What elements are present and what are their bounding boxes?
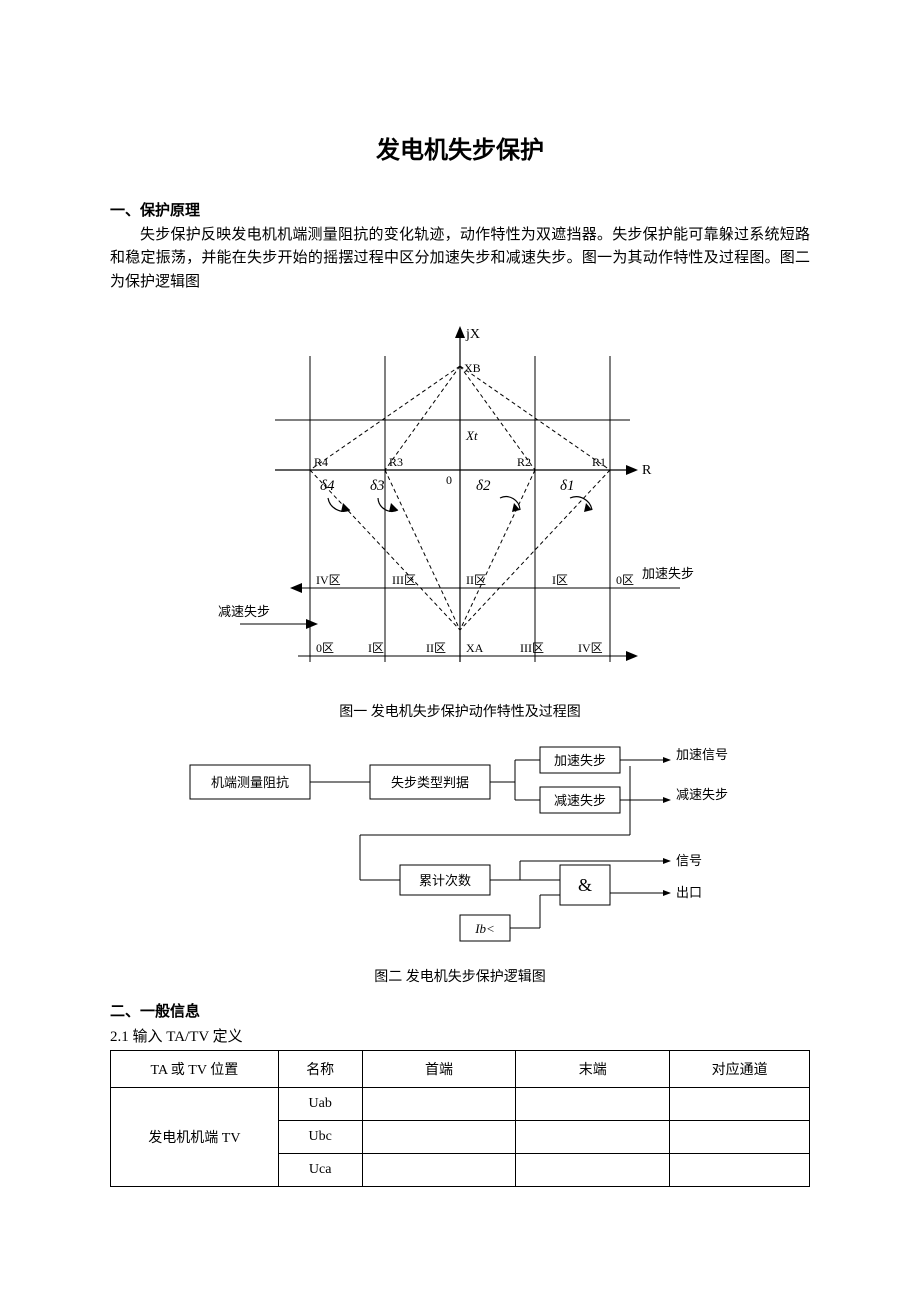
figure-2-wrap: 机端测量阻抗 失步类型判据 加速失步 减速失步 累计次数 & Ib< [110, 735, 810, 986]
figure-2-caption: 图二 发电机失步保护逻辑图 [110, 966, 810, 986]
decel-loss-label: 减速失步 [218, 604, 270, 619]
axis-x-label: R [642, 463, 652, 478]
block-ib: Ib< [474, 921, 495, 936]
block-decel: 减速失步 [554, 793, 606, 808]
zone-top-3: I区 [552, 573, 568, 587]
cell-name-uca: Uca [278, 1153, 362, 1186]
cell-empty [670, 1087, 810, 1120]
figure-2-svg: 机端测量阻抗 失步类型判据 加速失步 减速失步 累计次数 & Ib< [160, 735, 760, 955]
figure-1-wrap: jX R XB Xt 0 R4 R3 R2 R1 [110, 320, 810, 721]
origin-label: 0 [446, 473, 452, 487]
th-tail: 末端 [516, 1050, 670, 1087]
figure-1-caption: 图一 发电机失步保护动作特性及过程图 [110, 701, 810, 721]
cell-empty [362, 1153, 516, 1186]
delta2: δ2 [476, 478, 491, 494]
axis-y-label: jX [465, 327, 480, 342]
block-accel: 加速失步 [554, 753, 606, 768]
th-position: TA 或 TV 位置 [111, 1050, 279, 1087]
document-page: 发电机失步保护 一、保护原理 失步保护反映发电机机端测量阻抗的变化轨迹，动作特性… [0, 0, 920, 1302]
doc-title: 发电机失步保护 [110, 130, 810, 165]
zone-top-0: IV区 [316, 573, 341, 587]
zone-bot-3: III区 [520, 641, 544, 655]
section-1-paragraph: 失步保护反映发电机机端测量阻抗的变化轨迹，动作特性为双遮挡器。失步保护能可靠躲过… [110, 224, 810, 294]
cell-empty [362, 1087, 516, 1120]
block-meas: 机端测量阻抗 [211, 775, 289, 790]
cell-name-ubc: Ubc [278, 1120, 362, 1153]
r3-label: R3 [389, 455, 403, 469]
out-signal: 信号 [676, 853, 702, 868]
cell-empty [670, 1153, 810, 1186]
zone-top-4: 0区 [616, 573, 634, 587]
th-head: 首端 [362, 1050, 516, 1087]
xb-label: XB [464, 361, 481, 375]
zone-bot-4: IV区 [578, 641, 603, 655]
cell-empty [670, 1120, 810, 1153]
section-1-heading: 一、保护原理 [110, 199, 810, 220]
delta4: δ4 [320, 478, 335, 494]
table-header-row: TA 或 TV 位置 名称 首端 末端 对应通道 [111, 1050, 810, 1087]
zone-bot-2: II区 [426, 641, 446, 655]
xt-label: Xt [465, 428, 478, 443]
cell-empty [516, 1120, 670, 1153]
cell-position: 发电机机端 TV [111, 1087, 279, 1186]
block-judge: 失步类型判据 [391, 775, 469, 790]
out-exit: 出口 [676, 885, 702, 900]
cell-name-uab: Uab [278, 1087, 362, 1120]
table-row: 发电机机端 TV Uab [111, 1087, 810, 1120]
zone-top-2: II区 [466, 573, 486, 587]
cell-empty [516, 1087, 670, 1120]
block-and: & [578, 875, 592, 895]
zone-top-1: III区 [392, 573, 416, 587]
out-accel: 加速信号 [676, 747, 728, 762]
zone-bot-xa: XA [466, 641, 484, 655]
figure-1-svg: jX R XB Xt 0 R4 R3 R2 R1 [210, 320, 710, 690]
zone-bot-0: 0区 [316, 641, 334, 655]
r2-label: R2 [517, 455, 531, 469]
accel-loss-label: 加速失步 [642, 566, 694, 581]
th-name: 名称 [278, 1050, 362, 1087]
section-2-sub: 2.1 输入 TA/TV 定义 [110, 1025, 810, 1046]
cell-empty [362, 1120, 516, 1153]
delta1: δ1 [560, 478, 574, 494]
cell-empty [516, 1153, 670, 1186]
out-decel: 减速失步 [676, 787, 728, 802]
th-channel: 对应通道 [670, 1050, 810, 1087]
block-count: 累计次数 [419, 873, 471, 888]
zone-bot-1: I区 [368, 641, 384, 655]
delta3: δ3 [370, 478, 384, 494]
section-2-heading: 二、一般信息 [110, 1000, 810, 1021]
ta-tv-table: TA 或 TV 位置 名称 首端 末端 对应通道 发电机机端 TV Uab Ub… [110, 1050, 810, 1187]
